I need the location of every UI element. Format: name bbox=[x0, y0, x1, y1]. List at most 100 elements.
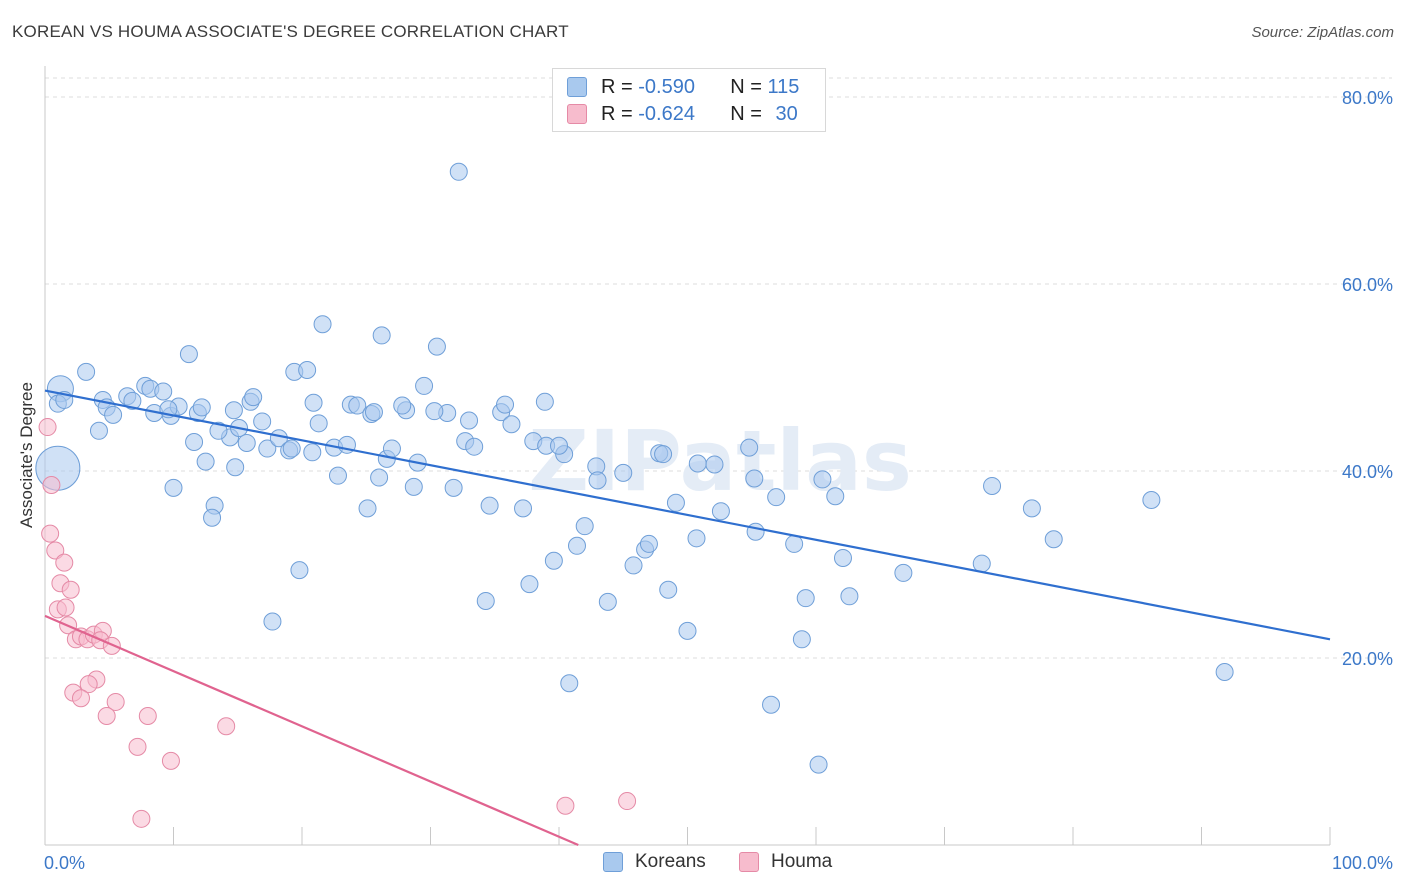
legend-label-koreans: Koreans bbox=[635, 851, 706, 872]
korean-point bbox=[840, 587, 859, 606]
legend-swatch-koreans bbox=[567, 77, 587, 97]
korean-point bbox=[465, 437, 484, 456]
houma-point bbox=[132, 809, 151, 828]
korean-point bbox=[1022, 499, 1041, 518]
korean-point bbox=[514, 499, 533, 518]
y-axis-title: Associate's Degree bbox=[17, 382, 36, 528]
houma-point bbox=[97, 706, 116, 725]
korean-point bbox=[833, 548, 852, 567]
legend-r-label: R = bbox=[601, 75, 633, 98]
korean-point bbox=[104, 405, 123, 424]
korean-point bbox=[404, 477, 423, 496]
korean-point bbox=[460, 411, 479, 430]
legend-r-value: -0.624 bbox=[638, 102, 695, 125]
korean-point bbox=[370, 468, 389, 487]
houma-point bbox=[79, 675, 98, 694]
series-legend: Koreans Houma bbox=[0, 851, 1406, 879]
korean-point bbox=[711, 502, 730, 521]
source-label: Source: ZipAtlas.com bbox=[1251, 24, 1394, 41]
korean-point bbox=[598, 592, 617, 611]
houma-point bbox=[618, 792, 637, 811]
korean-point bbox=[282, 439, 301, 458]
korean-point bbox=[179, 345, 198, 364]
gridlines bbox=[45, 77, 1392, 659]
korean-point bbox=[209, 421, 228, 440]
korean-point bbox=[496, 395, 515, 414]
korean-point bbox=[196, 452, 215, 471]
legend-n-value: 115 bbox=[767, 75, 800, 98]
korean-point bbox=[624, 556, 643, 575]
korean-point bbox=[560, 674, 579, 693]
korean-point bbox=[654, 445, 673, 464]
houma-point bbox=[217, 717, 236, 736]
houma-point bbox=[128, 737, 147, 756]
houma-point bbox=[102, 636, 121, 655]
korean-point bbox=[328, 466, 347, 485]
korean-point bbox=[502, 415, 521, 434]
legend-r-label: R = bbox=[601, 102, 633, 125]
korean-point bbox=[1142, 490, 1161, 509]
houma-point bbox=[106, 692, 125, 711]
legend-item-koreans[interactable]: Koreans bbox=[603, 851, 706, 873]
korean-point bbox=[614, 463, 633, 482]
legend-n-label: N = bbox=[730, 102, 762, 125]
stats-legend: R = -0.590 N = 115 R = -0.624 N = 30 bbox=[552, 68, 826, 132]
houma-trend-line bbox=[44, 614, 579, 847]
korean-point bbox=[535, 392, 554, 411]
korean-point bbox=[348, 396, 367, 415]
korean-point bbox=[290, 561, 309, 580]
korean-point bbox=[575, 517, 594, 536]
korean-point bbox=[449, 162, 468, 181]
chart-title: KOREAN VS HOUMA ASSOCIATE'S DEGREE CORRE… bbox=[12, 22, 569, 41]
korean-point bbox=[588, 471, 607, 490]
korean-point bbox=[313, 315, 332, 334]
korean-point bbox=[237, 433, 256, 452]
korean-point bbox=[192, 398, 211, 417]
legend-row-koreans: R = -0.590 N = 115 bbox=[567, 74, 799, 100]
korean-point bbox=[687, 529, 706, 548]
houma-point bbox=[41, 524, 60, 543]
korean-point bbox=[1044, 530, 1063, 549]
korean-point bbox=[544, 551, 563, 570]
korean-point bbox=[740, 438, 759, 457]
korean-point bbox=[203, 508, 222, 527]
korean-point bbox=[309, 414, 328, 433]
houma-point bbox=[161, 751, 180, 770]
legend-label-houma: Houma bbox=[771, 851, 833, 872]
korean-point bbox=[785, 534, 804, 553]
korean-point bbox=[792, 630, 811, 649]
korean-point bbox=[253, 412, 272, 431]
korean-point bbox=[123, 391, 142, 410]
x-tick-labels: 0.0% 100.0% bbox=[44, 853, 1393, 873]
korean-point bbox=[298, 361, 317, 380]
houma-point bbox=[46, 541, 65, 560]
houma-point bbox=[42, 476, 61, 495]
korean-point bbox=[983, 476, 1002, 495]
korean-point bbox=[258, 439, 277, 458]
legend-row-houma: R = -0.624 N = 30 bbox=[567, 101, 798, 127]
houma-point bbox=[38, 418, 57, 437]
y-tick-label: 80.0% bbox=[1342, 88, 1393, 108]
legend-item-houma[interactable]: Houma bbox=[739, 851, 832, 873]
korean-trend-line bbox=[44, 389, 1331, 641]
korean-point bbox=[746, 522, 765, 541]
korean-point bbox=[567, 536, 586, 555]
houma-point bbox=[71, 689, 90, 708]
trend-lines bbox=[44, 389, 1331, 847]
houma-point bbox=[55, 553, 74, 572]
korean-point bbox=[358, 499, 377, 518]
legend-swatch-houma bbox=[739, 852, 759, 872]
korean-point bbox=[444, 478, 463, 497]
korean-point bbox=[678, 621, 697, 640]
korean-point bbox=[89, 421, 108, 440]
korean-point bbox=[666, 493, 685, 512]
korean-point bbox=[372, 326, 391, 345]
korean-point bbox=[767, 488, 786, 507]
legend-r-value: -0.590 bbox=[638, 75, 695, 98]
korean-point bbox=[263, 612, 282, 631]
y-tick-label: 40.0% bbox=[1342, 462, 1393, 482]
korean-point bbox=[1215, 663, 1234, 682]
korean-point bbox=[745, 469, 764, 488]
korean-point bbox=[415, 376, 434, 395]
korean-point bbox=[303, 443, 322, 462]
